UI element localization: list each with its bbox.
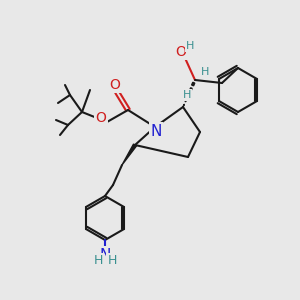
- Text: O: O: [96, 111, 106, 125]
- Polygon shape: [185, 99, 187, 102]
- Text: H: H: [201, 67, 209, 77]
- Polygon shape: [183, 104, 184, 107]
- Text: H: H: [107, 254, 117, 268]
- Polygon shape: [187, 93, 190, 96]
- Text: O: O: [176, 45, 186, 59]
- Polygon shape: [192, 82, 195, 86]
- Text: N: N: [150, 124, 162, 139]
- Text: N: N: [99, 248, 111, 262]
- Text: H: H: [93, 254, 103, 268]
- Text: O: O: [110, 78, 120, 92]
- Text: H: H: [183, 90, 191, 100]
- Text: H: H: [186, 41, 194, 51]
- Polygon shape: [190, 88, 192, 91]
- Polygon shape: [122, 144, 136, 165]
